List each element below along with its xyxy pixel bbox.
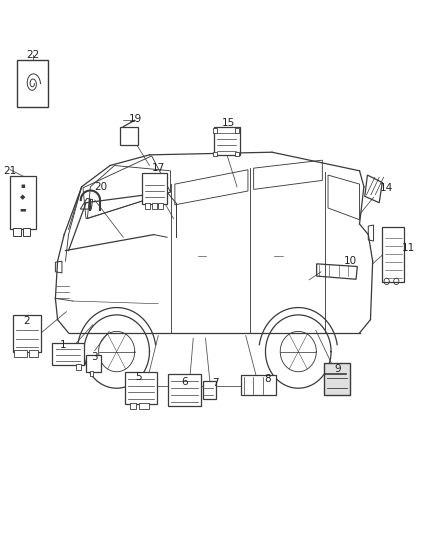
Text: 7: 7 <box>211 378 218 389</box>
Bar <box>142 173 167 204</box>
Bar <box>158 203 163 209</box>
Text: 6: 6 <box>181 377 187 387</box>
Bar <box>125 372 156 403</box>
Text: 17: 17 <box>151 163 165 173</box>
Bar <box>13 316 41 352</box>
Text: 21: 21 <box>4 166 17 176</box>
Text: ▬: ▬ <box>20 206 26 212</box>
Text: 22: 22 <box>26 50 39 60</box>
Bar <box>13 228 21 236</box>
Bar <box>167 374 200 406</box>
Text: 2: 2 <box>23 316 29 326</box>
Bar <box>22 228 30 236</box>
Bar <box>145 203 150 209</box>
Bar <box>151 203 156 209</box>
Bar <box>214 127 239 155</box>
Bar <box>213 152 216 156</box>
Text: ▪: ▪ <box>21 183 25 189</box>
Bar <box>323 364 349 395</box>
Bar <box>213 128 216 133</box>
Bar <box>76 364 81 370</box>
Text: 19: 19 <box>129 114 142 124</box>
Bar <box>235 128 238 133</box>
Text: ◆: ◆ <box>20 195 26 200</box>
Bar <box>28 351 38 357</box>
Text: 3: 3 <box>91 352 98 362</box>
Bar <box>17 60 48 107</box>
Bar <box>11 176 35 229</box>
Text: 20: 20 <box>94 182 107 192</box>
Bar <box>235 152 238 156</box>
Bar <box>130 402 136 409</box>
Bar <box>14 351 27 357</box>
Bar <box>381 227 403 282</box>
Bar <box>52 343 84 365</box>
Bar <box>138 402 149 409</box>
Text: 10: 10 <box>343 256 356 266</box>
Text: 9: 9 <box>334 364 340 374</box>
Bar <box>120 127 138 146</box>
Text: 8: 8 <box>264 374 270 384</box>
Bar <box>90 370 93 376</box>
Text: 15: 15 <box>221 118 234 128</box>
Text: 5: 5 <box>135 372 141 382</box>
Text: 11: 11 <box>401 243 414 253</box>
Text: 1: 1 <box>60 340 66 350</box>
Bar <box>202 381 215 399</box>
Text: 14: 14 <box>379 183 392 193</box>
Bar <box>86 355 101 372</box>
Bar <box>240 375 276 395</box>
